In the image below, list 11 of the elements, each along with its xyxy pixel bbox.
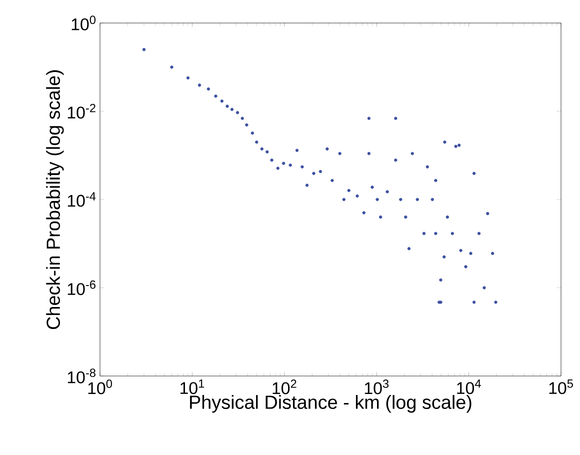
x-axis-title: Physical Distance - km (log scale) xyxy=(190,395,472,413)
x-tick-label: 10$^{3}$ xyxy=(364,380,389,394)
x-tick-label: 10$^{1}$ xyxy=(180,380,204,394)
x-tick-label: 10$^{2}$ xyxy=(272,380,296,394)
y-tick-label: 10$^{0}$ xyxy=(72,16,96,30)
x-tick-label: 10$^{4}$ xyxy=(457,380,481,394)
y-tick-label: 10$^{-4}$ xyxy=(68,192,96,207)
y-axis-title: Check-in Probability (log scale) xyxy=(46,70,64,329)
x-tick-label: 10$^{5}$ xyxy=(549,380,573,394)
y-tick-label: 10$^{-6}$ xyxy=(68,280,96,296)
y-tick-label: 10$^{-2}$ xyxy=(68,104,96,119)
